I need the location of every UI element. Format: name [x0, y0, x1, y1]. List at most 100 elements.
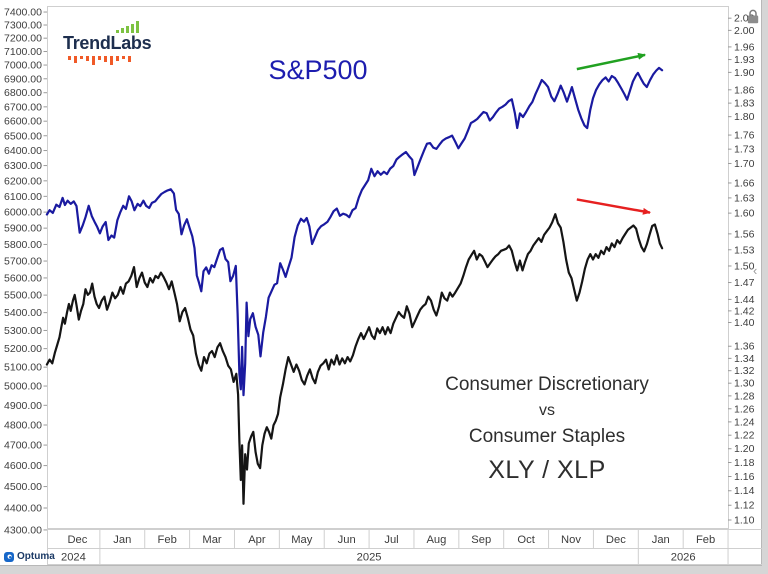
svg-text:1.22: 1.22	[734, 430, 755, 442]
svg-text:1.83: 1.83	[734, 98, 755, 110]
svg-text:2024: 2024	[61, 552, 86, 564]
svg-text:4700.00: 4700.00	[4, 440, 42, 452]
optuma-watermark: Optuma	[4, 551, 55, 562]
svg-text:6400.00: 6400.00	[4, 145, 42, 157]
svg-text:5000.00: 5000.00	[4, 381, 42, 393]
svg-text:1.53: 1.53	[734, 244, 755, 256]
svg-text:1.30: 1.30	[734, 378, 755, 390]
svg-text:Aug: Aug	[426, 534, 446, 546]
svg-text:2.00: 2.00	[734, 25, 755, 37]
chart-title: S&P500	[268, 55, 368, 85]
svg-text:6600.00: 6600.00	[4, 116, 42, 128]
svg-text:Mar: Mar	[202, 534, 222, 546]
svg-text:1.32: 1.32	[734, 365, 755, 377]
svg-text:1.28: 1.28	[734, 390, 755, 402]
svg-text:Nov: Nov	[561, 534, 581, 546]
svg-text:6700.00: 6700.00	[4, 101, 42, 113]
svg-text:6800.00: 6800.00	[4, 87, 42, 99]
svg-text:Dec: Dec	[606, 534, 626, 546]
svg-text:1.40: 1.40	[734, 317, 755, 329]
svg-text:5800.00: 5800.00	[4, 239, 42, 251]
svg-text:1.24: 1.24	[734, 416, 755, 428]
svg-text:1.14: 1.14	[734, 485, 755, 497]
svg-text:7100.00: 7100.00	[4, 46, 42, 58]
svg-text:Feb: Feb	[158, 534, 177, 546]
svg-text:6500.00: 6500.00	[4, 130, 42, 142]
trendlabs-logo: TrendLabs	[63, 20, 163, 66]
svg-text:1.50: 1.50	[734, 260, 755, 272]
svg-text:7200.00: 7200.00	[4, 33, 42, 45]
svg-text:5100.00: 5100.00	[4, 362, 42, 374]
axis-lock-icon[interactable]	[746, 8, 760, 25]
svg-text:1.12: 1.12	[734, 500, 755, 512]
uptrend-arrow	[576, 52, 647, 71]
optuma-logo-icon	[4, 551, 14, 562]
svg-text:1.90: 1.90	[734, 67, 755, 79]
xly-xlp-ratio-line	[45, 213, 664, 505]
svg-text:5900.00: 5900.00	[4, 223, 42, 235]
svg-text:2026: 2026	[671, 552, 696, 564]
downtrend-arrow	[576, 198, 651, 215]
annotation-block: Consumer Discretionary vs Consumer Stapl…	[416, 374, 678, 485]
svg-text:1.10: 1.10	[734, 515, 755, 527]
svg-text:4400.00: 4400.00	[4, 503, 42, 515]
svg-text:1.93: 1.93	[734, 54, 755, 66]
svg-text:Sep: Sep	[471, 534, 491, 546]
logo-green-bars-icon	[116, 21, 139, 33]
svg-text:7400.00: 7400.00	[4, 7, 42, 19]
svg-text:4500.00: 4500.00	[4, 481, 42, 493]
date-axis[interactable]: Dec Jan Feb Mar Apr May Jun Jul Aug Sep Oct Nov Dec J…	[47, 529, 762, 565]
svg-text:6300.00: 6300.00	[4, 160, 42, 172]
plot-border	[47, 6, 729, 529]
svg-text:1.18: 1.18	[734, 457, 755, 469]
logo-orange-bars-icon	[68, 56, 131, 65]
svg-text:2025: 2025	[357, 552, 382, 564]
svg-text:1.96: 1.96	[734, 41, 755, 53]
svg-text:1.60: 1.60	[734, 208, 755, 220]
annotation-line1: Consumer Discretionary	[445, 374, 649, 395]
svg-text:1.76: 1.76	[734, 130, 755, 142]
svg-text:7300.00: 7300.00	[4, 20, 42, 32]
svg-text:1.63: 1.63	[734, 192, 755, 204]
svg-text:1.73: 1.73	[734, 144, 755, 156]
svg-text:1.20: 1.20	[734, 443, 755, 455]
svg-text:5700.00: 5700.00	[4, 256, 42, 268]
svg-text:Oct: Oct	[517, 534, 535, 546]
optuma-text: Optuma	[17, 551, 55, 562]
svg-text:Jan: Jan	[652, 534, 670, 546]
svg-text:6100.00: 6100.00	[4, 191, 42, 203]
svg-text:4800.00: 4800.00	[4, 419, 42, 431]
svg-text:Jun: Jun	[338, 534, 356, 546]
annotation-line4: XLY / XLP	[488, 456, 606, 484]
svg-text:Jul: Jul	[384, 534, 398, 546]
svg-text:1.34: 1.34	[734, 353, 755, 365]
svg-text:1.26: 1.26	[734, 403, 755, 415]
svg-text:5500.00: 5500.00	[4, 290, 42, 302]
svg-text:1.86: 1.86	[734, 84, 755, 96]
svg-text:1.56: 1.56	[734, 228, 755, 240]
svg-text:1.42: 1.42	[734, 305, 755, 317]
svg-text:Apr: Apr	[248, 534, 266, 546]
annotation-line3: Consumer Staples	[468, 426, 626, 447]
sp500-price-line	[45, 66, 664, 397]
svg-text:May: May	[291, 534, 313, 546]
svg-text:5600.00: 5600.00	[4, 272, 42, 284]
svg-text:1.16: 1.16	[734, 471, 755, 483]
svg-text:5200.00: 5200.00	[4, 343, 42, 355]
svg-text:1.70: 1.70	[734, 158, 755, 170]
svg-text:4300.00: 4300.00	[4, 524, 42, 536]
svg-text:5300.00: 5300.00	[4, 325, 42, 337]
right-axis[interactable]: 2.032.001.961.931.901.861.831.801.761.73…	[728, 13, 755, 527]
svg-text:4600.00: 4600.00	[4, 460, 42, 472]
svg-text:7000.00: 7000.00	[4, 60, 42, 72]
svg-text:4900.00: 4900.00	[4, 400, 42, 412]
collapse-chevron-icon[interactable]: ‹	[753, 263, 758, 278]
svg-text:6900.00: 6900.00	[4, 73, 42, 85]
svg-text:6200.00: 6200.00	[4, 175, 42, 187]
svg-text:1.36: 1.36	[734, 341, 755, 353]
svg-text:1.80: 1.80	[734, 111, 755, 123]
svg-text:1.44: 1.44	[734, 294, 755, 306]
